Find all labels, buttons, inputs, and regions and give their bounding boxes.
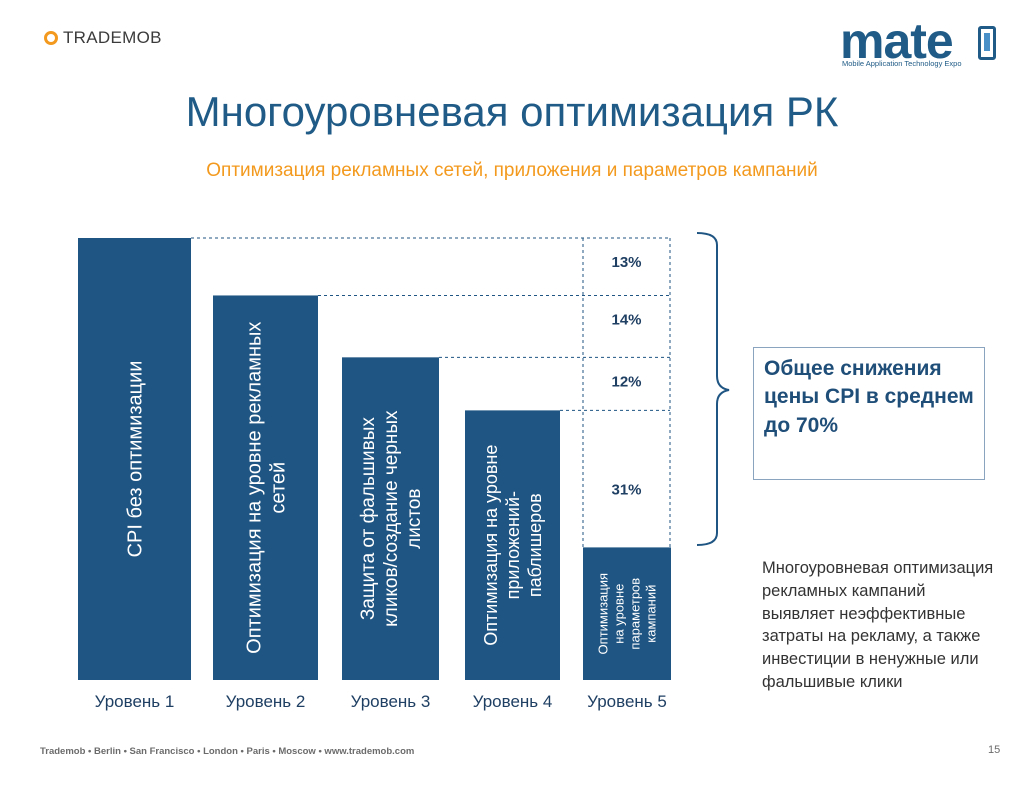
bar-label-line: Защита от фальшивых xyxy=(358,417,379,621)
right-brace-icon xyxy=(696,232,730,546)
bar-label-level-5: Оптимизацияна уровнепараметровкампаний xyxy=(596,573,659,655)
category-label-1: Уровень 1 xyxy=(95,692,175,711)
reduction-label-3: 12% xyxy=(611,373,641,390)
mate-tagline: Mobile Application Technology Expo xyxy=(842,59,962,68)
bar-label-line: Оптимизация на уровне рекламных xyxy=(244,322,266,654)
bar-label-level-1: CPI без оптимизации xyxy=(125,361,147,558)
category-label-5: Уровень 5 xyxy=(587,692,667,711)
summary-box: Общее снижения цены CPI в среднем до 70% xyxy=(753,347,985,480)
bar-label-line: кликов/создание черных xyxy=(381,410,402,627)
reduction-label-2: 14% xyxy=(611,311,641,328)
bar-label-level-2: Оптимизация на уровне рекламных сетей xyxy=(244,322,290,654)
reduction-label-1: 13% xyxy=(611,254,641,271)
description-text: Многоуровневая оптимизация рекламных кам… xyxy=(762,559,994,691)
bar-label-line: CPI без оптимизации xyxy=(125,361,147,558)
trademob-logo-text: TRADEMOB xyxy=(63,28,162,47)
cpi-bar-chart: CPI без оптимизации Уровень 1 Оптимизация … xyxy=(78,237,671,711)
bar-level-4 xyxy=(465,410,560,680)
bar-label-level-4: Оптимизация на уровне приложений-паблишер… xyxy=(481,445,545,646)
bar-level-1 xyxy=(78,238,191,680)
bar-label-line: параметров xyxy=(628,578,643,650)
phone-icon xyxy=(978,26,996,60)
bar-label-line: сетей xyxy=(268,462,290,514)
bar-label-line: листов xyxy=(404,488,425,548)
footer-text: Trademob • Berlin • San Francisco • Lond… xyxy=(40,746,415,757)
reduction-label-4: 31% xyxy=(611,481,641,498)
bar-label-line: на уровне xyxy=(612,584,627,644)
bar-level-3 xyxy=(342,357,439,680)
mate-logo-text: mate xyxy=(840,13,954,69)
category-label-4: Уровень 4 xyxy=(473,692,553,711)
bar-level-2 xyxy=(213,295,318,680)
bar-label-line: Оптимизация на уровне xyxy=(481,445,501,646)
bar-level-5 xyxy=(583,547,671,680)
bar-label-line: кампаний xyxy=(644,585,659,643)
mate-logo: mate Mobile Application Technology Expo xyxy=(840,13,1010,74)
bar-label-line: приложений- xyxy=(503,491,523,599)
slide-title: Многоуровневая оптимизация РК xyxy=(185,88,839,135)
bar-label-line: Оптимизация xyxy=(596,573,611,655)
trademob-ring-icon xyxy=(44,31,58,45)
bar-label-level-3: Защита от фальшивых кликов/создание черны… xyxy=(358,410,425,627)
trademob-logo: TRADEMOB xyxy=(44,28,162,48)
slide-subtitle: Оптимизация рекламных сетей, приложения … xyxy=(206,160,818,181)
bar-label-line: паблишеров xyxy=(525,493,545,597)
category-label-3: Уровень 3 xyxy=(351,692,431,711)
category-label-2: Уровень 2 xyxy=(226,692,306,711)
page-number: 15 xyxy=(988,744,1001,756)
